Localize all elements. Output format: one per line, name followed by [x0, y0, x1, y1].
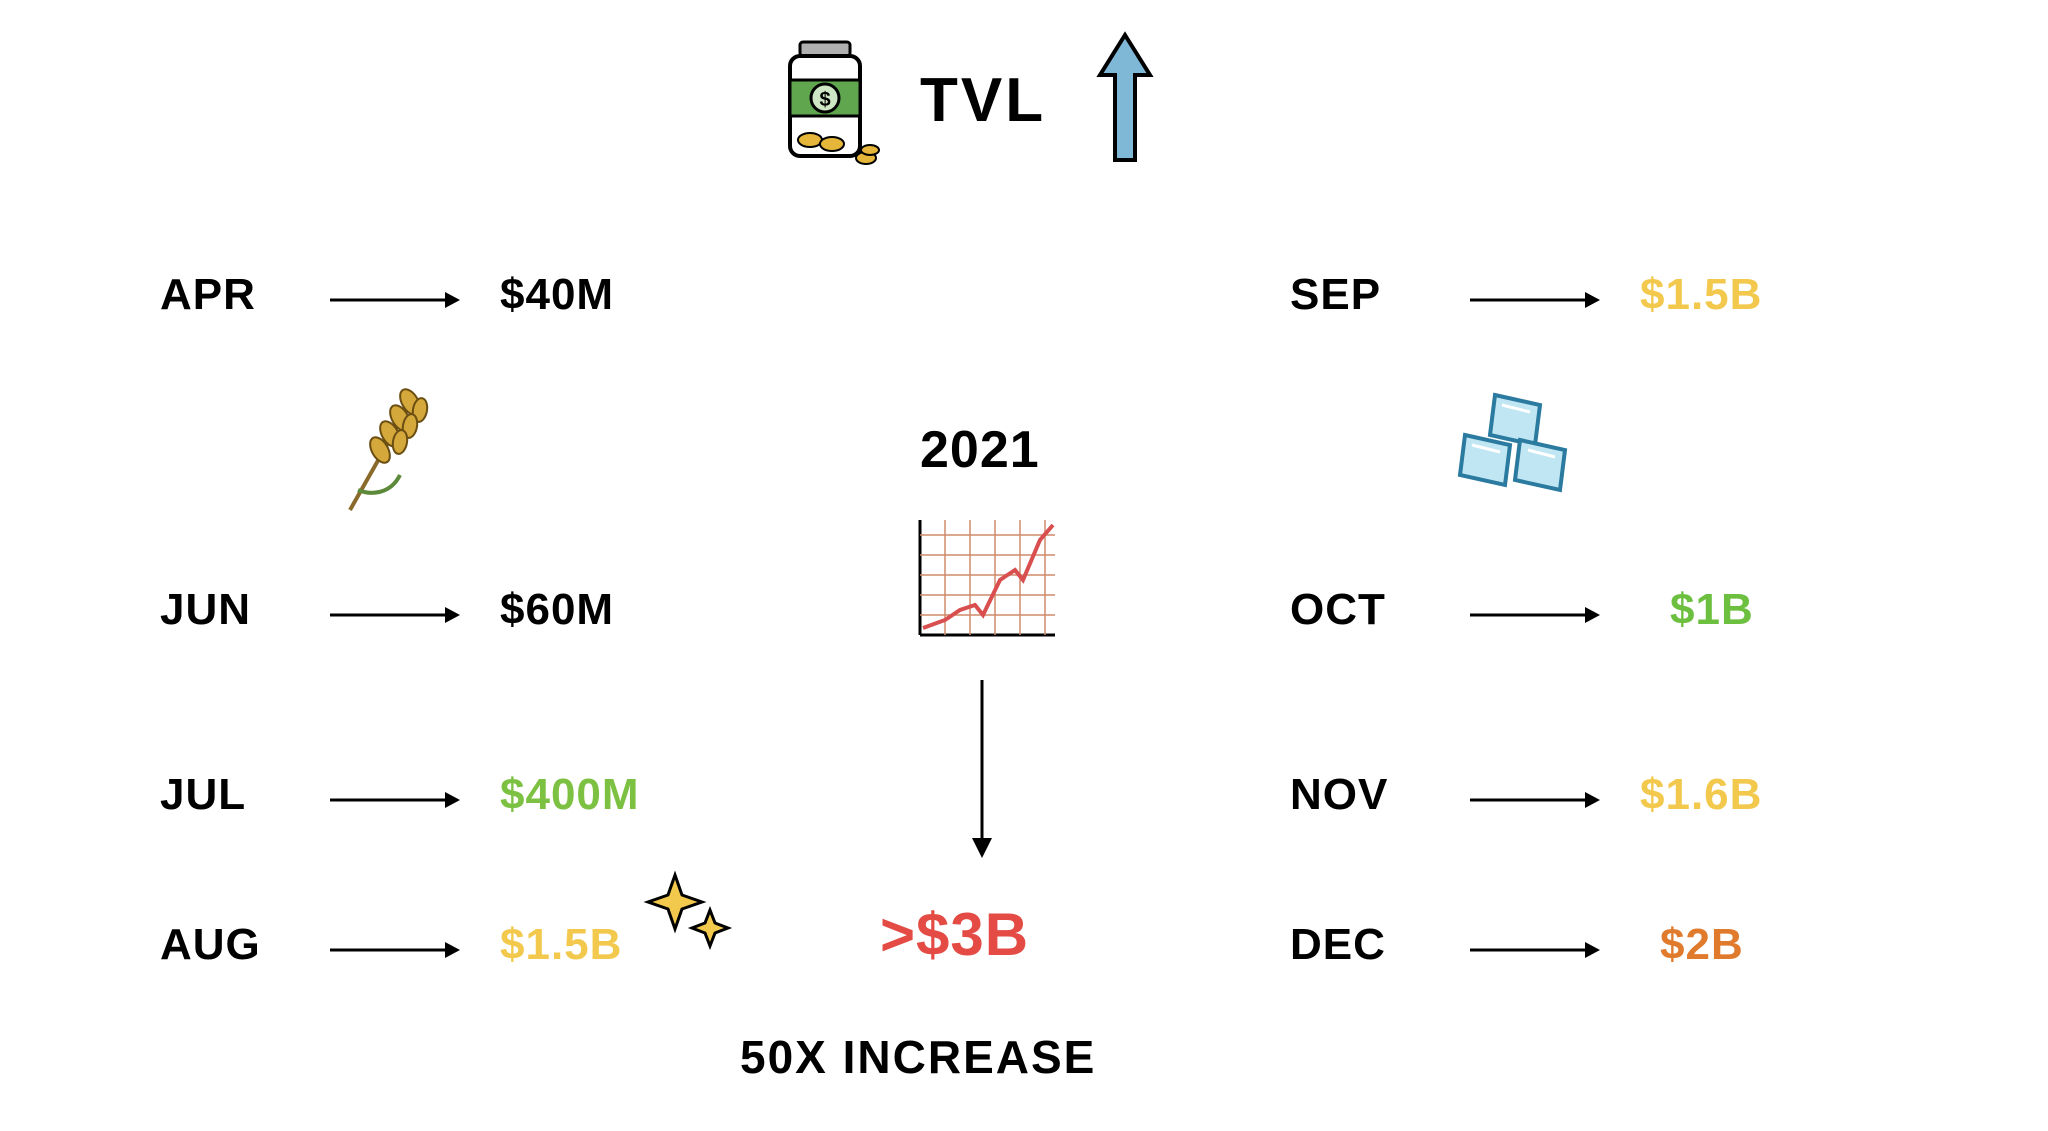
row-value-apr: $40M — [500, 270, 614, 320]
arrow-nov — [1470, 790, 1600, 810]
chart-icon — [905, 510, 1065, 655]
row-value-jun: $60M — [500, 585, 614, 635]
wheat-icon — [330, 380, 440, 525]
money-jar-icon: $ — [770, 40, 880, 175]
arrow-apr — [330, 290, 460, 310]
row-value-nov: $1.6B — [1640, 770, 1762, 820]
infographic-stage: $ TVL APR $40M — [0, 0, 2048, 1131]
row-label-aug: AUG — [160, 920, 261, 970]
up-arrow-icon — [1090, 30, 1160, 175]
arrow-jul — [330, 790, 460, 810]
arrow-jun — [330, 605, 460, 625]
center-down-arrow — [970, 680, 994, 860]
row-value-oct: $1B — [1670, 585, 1754, 635]
row-label-jul: JUL — [160, 770, 246, 820]
row-label-sep: SEP — [1290, 270, 1381, 320]
row-label-oct: OCT — [1290, 585, 1386, 635]
arrow-oct — [1470, 605, 1600, 625]
ice-cubes-icon — [1440, 380, 1590, 515]
row-label-nov: NOV — [1290, 770, 1388, 820]
header-title: TVL — [920, 65, 1046, 136]
row-label-jun: JUN — [160, 585, 251, 635]
sparkle-icon — [640, 865, 740, 970]
footer-text: 50X INCREASE — [740, 1030, 1096, 1084]
row-value-jul: $400M — [500, 770, 640, 820]
arrow-aug — [330, 940, 460, 960]
arrow-sep — [1470, 290, 1600, 310]
year-label: 2021 — [920, 420, 1040, 480]
row-label-apr: APR — [160, 270, 256, 320]
row-value-aug: $1.5B — [500, 920, 622, 970]
summary-value: >$3B — [880, 900, 1029, 969]
row-value-dec: $2B — [1660, 920, 1744, 970]
arrow-dec — [1470, 940, 1600, 960]
row-value-sep: $1.5B — [1640, 270, 1762, 320]
row-label-dec: DEC — [1290, 920, 1386, 970]
svg-text:$: $ — [819, 89, 830, 111]
